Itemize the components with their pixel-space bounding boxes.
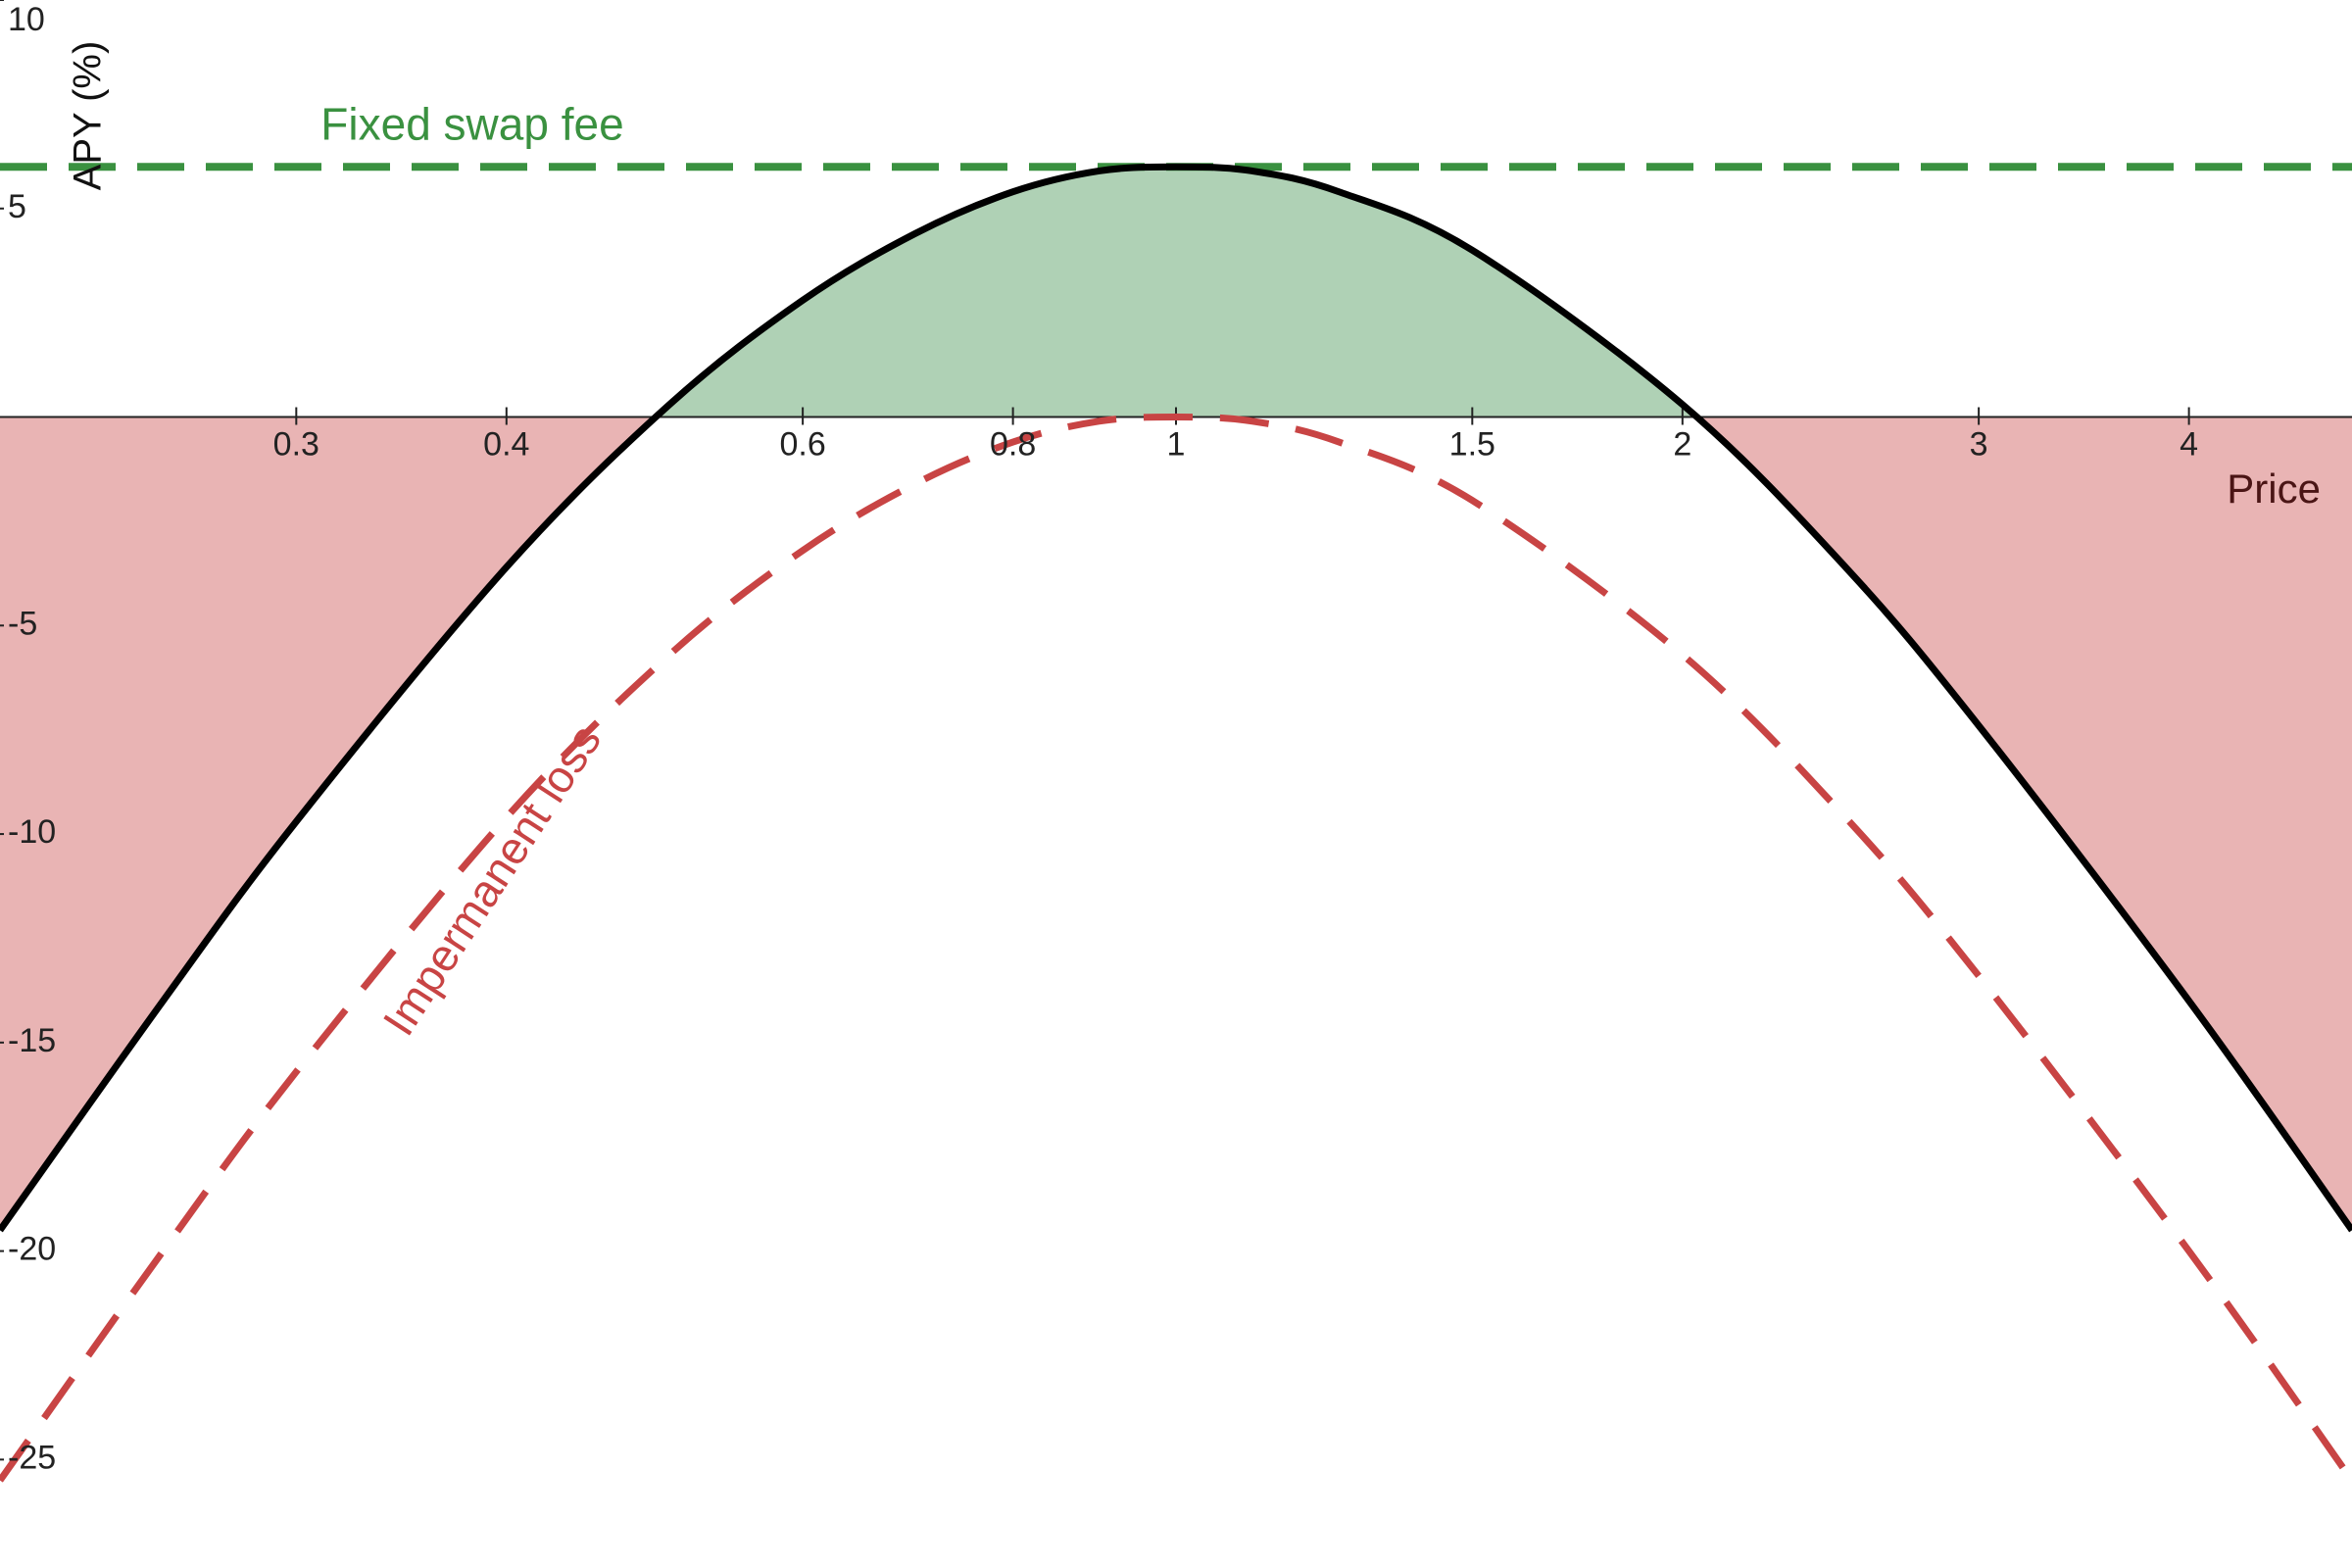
- x-tick-label: 0.6: [779, 426, 825, 464]
- y-tick-label: -5: [8, 605, 37, 642]
- x-tick-label: 0.4: [483, 426, 529, 464]
- y-axis-title: APY (%): [67, 41, 110, 191]
- fee-label: Fixed swap fee: [320, 98, 623, 149]
- y-tick-label: 10: [8, 1, 45, 38]
- x-tick-label: 4: [2180, 426, 2198, 464]
- il-line: [0, 414, 2352, 1483]
- y-tick-label: -25: [8, 1439, 56, 1476]
- y-tick-label: -15: [8, 1022, 56, 1059]
- x-tick-label: 0.8: [990, 426, 1036, 464]
- net-line: [0, 163, 2352, 1233]
- x-tick-label: 2: [1673, 426, 1691, 464]
- gain-area: [656, 167, 1697, 417]
- x-tick-label: 1: [1167, 426, 1186, 464]
- y-tick-label: 5: [8, 188, 26, 225]
- il-label: Impermanent loss: [372, 715, 611, 1044]
- loss-area: [0, 416, 2352, 1231]
- x-tick-label: 1.5: [1449, 426, 1495, 464]
- y-tick-label: -20: [8, 1231, 56, 1268]
- x-tick-label: 0.3: [273, 426, 319, 464]
- y-tick-label: -10: [8, 813, 56, 851]
- x-tick-label: 3: [1970, 426, 1988, 464]
- x-axis-title: Price: [2227, 466, 2321, 512]
